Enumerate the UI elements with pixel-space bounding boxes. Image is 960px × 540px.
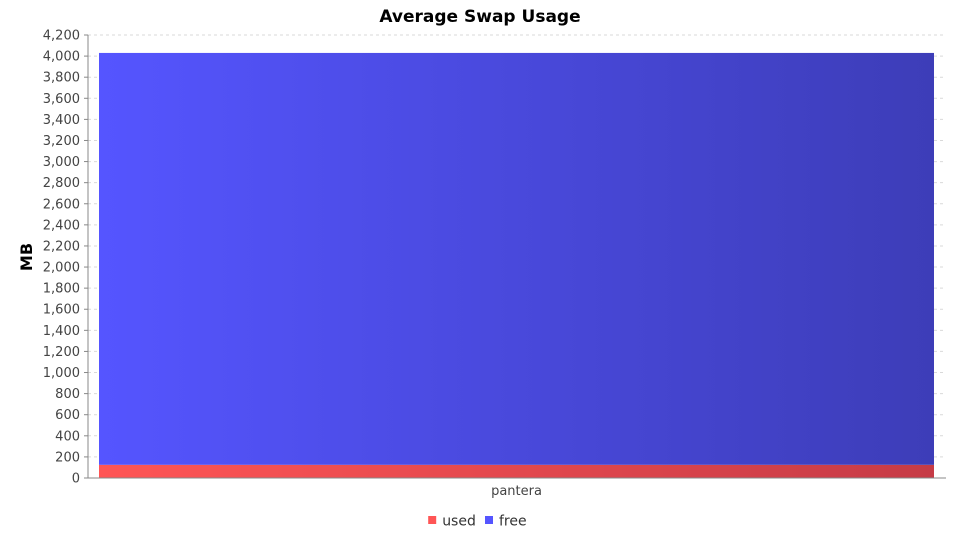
chart-title: Average Swap Usage xyxy=(379,7,580,27)
axes xyxy=(87,35,946,479)
x-axis-ticks: pantera xyxy=(491,484,542,499)
y-tick-label: 3,800 xyxy=(43,71,80,86)
y-tick-label: 1,600 xyxy=(43,303,80,318)
y-tick-label: 3,200 xyxy=(43,134,80,149)
bar-free-pantera xyxy=(99,52,934,465)
y-tick-label: 1,400 xyxy=(43,324,80,339)
y-tick-label: 3,000 xyxy=(43,155,80,170)
legend: used free xyxy=(428,514,527,530)
legend-label-free: free xyxy=(499,514,527,530)
y-tick-label: 4,200 xyxy=(43,29,80,44)
legend-swatch-used xyxy=(428,516,437,524)
y-tick-label: 2,600 xyxy=(43,197,80,212)
y-tick-label: 3,400 xyxy=(43,113,80,128)
y-tick-label: 3,600 xyxy=(43,92,80,107)
y-axis-ticks: 0 200 400 600 800 1,000 1,200 1,400 1,600 1,800 2,… xyxy=(43,29,88,487)
y-tick-label: 2,000 xyxy=(43,261,80,276)
y-tick-label: 400 xyxy=(55,429,80,444)
bar-used-pantera xyxy=(99,464,934,478)
legend-swatch-free xyxy=(485,516,493,524)
bars xyxy=(99,52,934,478)
y-tick-label: 1,200 xyxy=(43,345,80,360)
y-tick-label: 2,200 xyxy=(43,239,80,254)
y-tick-label: 1,800 xyxy=(43,282,80,297)
y-axis-title: MB xyxy=(17,243,36,271)
y-tick-label: 0 xyxy=(72,472,80,487)
y-tick-label: 1,000 xyxy=(43,366,80,381)
y-tick-label: 4,000 xyxy=(43,50,80,65)
y-tick-label: 2,400 xyxy=(43,218,80,233)
y-tick-label: 600 xyxy=(55,408,80,423)
y-tick-label: 2,800 xyxy=(43,176,80,191)
y-tick-label: 200 xyxy=(55,450,80,465)
x-tick-label: pantera xyxy=(491,484,542,499)
y-tick-label: 800 xyxy=(55,387,80,402)
legend-label-used: used xyxy=(442,514,476,530)
